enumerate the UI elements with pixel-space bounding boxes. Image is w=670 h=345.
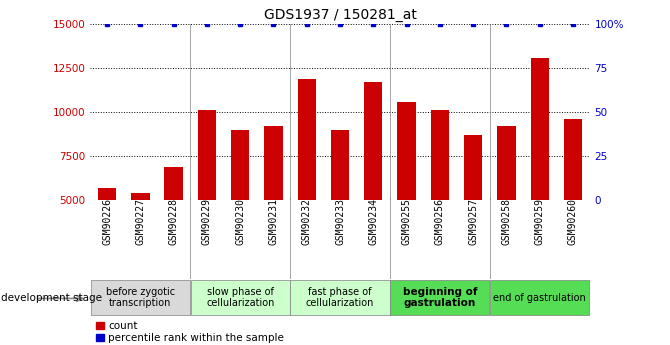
Legend: count, percentile rank within the sample: count, percentile rank within the sample [96, 321, 284, 344]
Text: GSM90229: GSM90229 [202, 198, 212, 245]
Bar [531, 58, 549, 288]
Text: GSM90233: GSM90233 [335, 198, 345, 245]
Bar [90, 280, 190, 315]
Text: development stage: development stage [1, 294, 102, 303]
Bar [464, 135, 482, 288]
Bar [331, 130, 349, 288]
Bar [564, 119, 582, 288]
Text: slow phase of
cellularization: slow phase of cellularization [206, 287, 275, 308]
Bar [497, 126, 515, 288]
Text: GSM90255: GSM90255 [401, 198, 411, 245]
Text: GSM90227: GSM90227 [135, 198, 145, 245]
Bar [198, 110, 216, 288]
Bar [490, 280, 590, 315]
Text: GSM90232: GSM90232 [302, 198, 312, 245]
Text: GSM90228: GSM90228 [169, 198, 179, 245]
Text: GSM90259: GSM90259 [535, 198, 545, 245]
Bar [431, 110, 449, 288]
Bar [190, 280, 290, 315]
Bar [397, 101, 415, 288]
Text: GSM90230: GSM90230 [235, 198, 245, 245]
Bar [265, 126, 283, 288]
Text: GSM90260: GSM90260 [568, 198, 578, 245]
Title: GDS1937 / 150281_at: GDS1937 / 150281_at [263, 8, 417, 22]
Text: GSM90256: GSM90256 [435, 198, 445, 245]
Text: GSM90257: GSM90257 [468, 198, 478, 245]
Bar [98, 188, 116, 288]
Bar [131, 193, 149, 288]
Text: GSM90231: GSM90231 [269, 198, 279, 245]
Text: GSM90258: GSM90258 [501, 198, 511, 245]
Bar [390, 280, 490, 315]
Text: fast phase of
cellularization: fast phase of cellularization [306, 287, 375, 308]
Text: beginning of
gastrulation: beginning of gastrulation [403, 287, 477, 308]
Text: GSM90234: GSM90234 [369, 198, 379, 245]
Text: before zygotic
transcription: before zygotic transcription [106, 287, 175, 308]
Bar [231, 130, 249, 288]
Text: end of gastrulation: end of gastrulation [493, 293, 586, 303]
Bar [364, 82, 383, 288]
Text: GSM90226: GSM90226 [102, 198, 112, 245]
Bar [290, 280, 390, 315]
Bar [297, 79, 316, 288]
Bar [165, 167, 183, 288]
